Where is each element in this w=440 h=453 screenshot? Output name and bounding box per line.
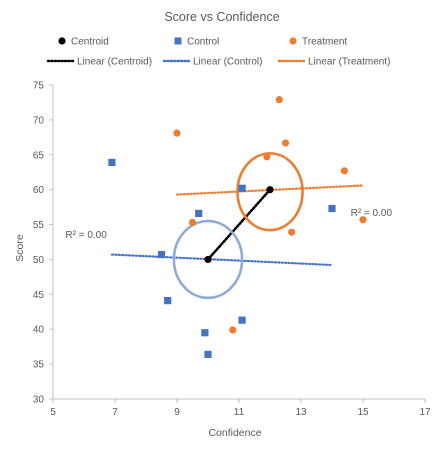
y-tick-label: 65: [33, 150, 45, 161]
legend-label: Centroid: [71, 37, 109, 48]
x-tick-label: 9: [174, 407, 180, 418]
control-point: [201, 329, 209, 337]
treatment-point: [359, 216, 367, 224]
legend-item-lin_treatment: Linear (Treatment): [277, 57, 390, 68]
y-tick-label: 35: [33, 360, 45, 371]
control-point: [328, 204, 336, 213]
legend-item-lin_centroid: Linear (Centroid): [46, 57, 152, 68]
trendline-linear-control: [110, 253, 334, 267]
treatment-point: [263, 153, 271, 161]
r2-control: R² = 0.00: [65, 230, 107, 241]
y-tick-label: 55: [33, 220, 45, 231]
control-ellipse: [172, 219, 244, 300]
legend-item-centroid: Centroid: [58, 37, 109, 48]
centroid-point: [266, 186, 274, 194]
legend-label: Linear (Centroid): [77, 57, 152, 68]
treatment-point: [340, 167, 348, 175]
treatment-ellipse: [236, 152, 304, 232]
legend-label: Linear (Control): [193, 57, 262, 68]
control-point: [204, 350, 212, 358]
legend-item-lin_control: Linear (Control): [162, 57, 262, 68]
trendline-linear-centroid: [206, 188, 272, 261]
legend-label: Treatment: [302, 37, 347, 48]
treatment-point: [229, 326, 237, 334]
legend-swatch: [289, 37, 297, 45]
plot-area: 30 35 40 45 50 55 60 65 70 75 5 7 9 11 13 15 17 R² = 0.00…: [33, 81, 431, 419]
y-tick-label: 70: [33, 115, 45, 126]
legend-swatch: [174, 37, 182, 45]
treatment-point: [275, 96, 283, 104]
treatment-point: [173, 129, 181, 137]
treatment-point: [188, 218, 197, 227]
centroid-point: [204, 255, 212, 264]
y-tick-label: 50: [33, 255, 45, 266]
legend-item-treatment: Treatment: [289, 37, 347, 48]
control-point: [157, 250, 166, 259]
legend-label: Linear (Treatment): [308, 57, 390, 68]
y-tick-label: 40: [33, 325, 45, 336]
control-point: [238, 184, 246, 192]
x-tick-label: 5: [50, 407, 56, 418]
x-tick-label: 15: [357, 407, 369, 418]
control-point: [164, 297, 172, 305]
r2-treatment: R² = 0.00: [351, 208, 393, 219]
x-axis-label: Confidence: [208, 427, 261, 439]
control-point: [195, 209, 203, 217]
y-tick-label: 75: [33, 81, 45, 92]
treatment-point: [281, 139, 290, 147]
legend-swatch: [58, 37, 66, 45]
x-tick-label: 17: [419, 407, 431, 418]
x-tick-label: 11: [234, 407, 245, 418]
y-tick-label: 30: [33, 395, 45, 406]
x-tick-label: 13: [295, 407, 307, 418]
chart-title: Score vs Confidence: [164, 10, 279, 24]
legend-item-control: Control: [174, 37, 219, 48]
treatment-point: [288, 228, 296, 236]
y-axis-label: Score: [14, 234, 26, 262]
x-tick-label: 7: [112, 407, 118, 418]
control-point: [108, 158, 116, 167]
legend: Centroid Control Treatment Linear (Centroid…: [46, 37, 390, 68]
y-tick-label: 60: [33, 185, 45, 196]
control-point: [238, 316, 246, 324]
y-tick-label: 45: [33, 290, 45, 301]
legend-label: Control: [187, 37, 219, 48]
